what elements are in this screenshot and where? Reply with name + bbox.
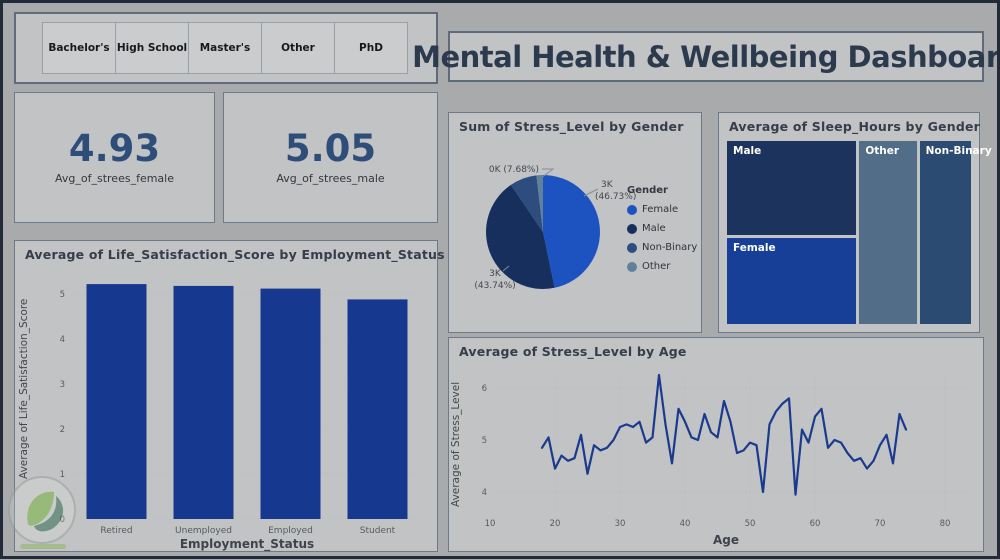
svg-text:(43.74%): (43.74%) xyxy=(474,281,515,291)
svg-text:4: 4 xyxy=(482,488,487,498)
svg-text:(46.73%): (46.73%) xyxy=(595,192,636,202)
line-chart-title: Average of Stress_Level by Age xyxy=(459,344,687,359)
stress-by-age-line[interactable] xyxy=(540,373,908,496)
svg-text:6: 6 xyxy=(482,384,487,394)
kpi-label-female: Avg_of_strees_female xyxy=(55,171,174,185)
svg-text:3: 3 xyxy=(60,380,65,390)
bar-chart-svg: 0 1 2 3 4 5 Retired Unemployed Employed Student Em… xyxy=(60,284,421,552)
pie-legend-title: Gender xyxy=(627,185,668,196)
svg-text:4: 4 xyxy=(60,335,65,345)
pie-chart-title: Sum of Stress_Level by Gender xyxy=(459,119,684,134)
legend-dot-other xyxy=(627,261,637,272)
kpi-card-female: 4.93 Avg_of_strees_female xyxy=(14,92,215,223)
svg-text:Employment_Status: Employment_Status xyxy=(180,537,314,552)
pie-slice-non-binary[interactable] xyxy=(510,175,543,232)
legend-item-non-binary[interactable]: Non-Binary xyxy=(627,242,697,253)
education-filter: Bachelor's High School Master's Other PhD xyxy=(42,22,408,74)
svg-text:60: 60 xyxy=(810,519,821,529)
legend-dot-male xyxy=(627,223,637,234)
kpi-value-female: 4.93 xyxy=(68,127,161,171)
svg-text:0K (7.68%): 0K (7.68%) xyxy=(489,165,539,175)
bar-chart-panel: Average of Life_Satisfaction_Score by Em… xyxy=(14,240,445,552)
svg-text:40: 40 xyxy=(680,519,691,529)
filter-button-phd[interactable]: PhD xyxy=(335,22,408,74)
line-chart-panel: Average of Stress_Level by Age Average o… xyxy=(448,337,984,552)
pie-legend: Gender Female Male Non-Binary Other xyxy=(627,185,697,272)
svg-text:2: 2 xyxy=(60,425,65,435)
treemap-tile-male[interactable]: Male xyxy=(727,141,857,235)
svg-text:Age: Age xyxy=(713,533,739,547)
svg-text:0: 0 xyxy=(60,515,65,525)
svg-text:5: 5 xyxy=(482,436,487,446)
line-chart-svg: 10 20 30 40 50 60 70 80 4 5 6 Age xyxy=(482,373,973,547)
treemap: Male Female Other Non-Binary xyxy=(727,141,992,324)
education-filter-panel: Bachelor's High School Master's Other PhD xyxy=(14,12,438,84)
legend-dot-non-binary xyxy=(627,242,637,253)
svg-text:Student: Student xyxy=(360,526,396,536)
pie-chart-panel: Sum of Stress_Level by Gender 3K (46.73%)… xyxy=(448,112,702,333)
legend-item-other[interactable]: Other xyxy=(627,261,697,272)
treemap-title: Average of Sleep_Hours by Gender xyxy=(729,119,981,134)
svg-text:5: 5 xyxy=(60,290,65,300)
pie-slice-male[interactable] xyxy=(486,184,555,289)
svg-text:Retired: Retired xyxy=(100,526,132,536)
bar-unemployed[interactable] xyxy=(173,285,234,519)
treemap-panel: Average of Sleep_Hours by Gender Male Fe… xyxy=(718,112,992,333)
filter-button-high-school[interactable]: High School xyxy=(116,22,189,74)
svg-text:20: 20 xyxy=(550,519,561,529)
treemap-tile-other[interactable]: Other xyxy=(859,141,917,324)
kpi-card-male: 5.05 Avg_of_strees_male xyxy=(223,92,438,223)
kpi-label-male: Avg_of_strees_male xyxy=(276,171,385,185)
filter-button-master-s[interactable]: Master's xyxy=(189,22,262,74)
treemap-tile-non-binary[interactable]: Non-Binary xyxy=(919,141,992,324)
svg-text:Employed: Employed xyxy=(268,526,313,536)
svg-text:70: 70 xyxy=(875,519,886,529)
pie-legend-items: Female Male Non-Binary Other xyxy=(627,204,697,272)
bar-employed[interactable] xyxy=(260,288,321,519)
svg-text:50: 50 xyxy=(745,519,756,529)
kpi-value-male: 5.05 xyxy=(284,127,377,171)
svg-text:80: 80 xyxy=(940,519,951,529)
pie-chart-svg: 3K (46.73%) 3K (43.74%) 0K (7.68%) xyxy=(474,165,636,291)
bar-chart-title: Average of Life_Satisfaction_Score by Em… xyxy=(25,247,445,262)
filter-button-other[interactable]: Other xyxy=(262,22,335,74)
filter-button-bachelor-s[interactable]: Bachelor's xyxy=(42,22,116,74)
svg-text:3K: 3K xyxy=(489,269,502,279)
dashboard-title-panel: Mental Health & Wellbeing Dashboard xyxy=(412,31,1000,82)
legend-item-female[interactable]: Female xyxy=(627,204,697,215)
svg-text:3K: 3K xyxy=(601,180,614,190)
svg-text:Unemployed: Unemployed xyxy=(175,526,232,536)
svg-text:30: 30 xyxy=(615,519,626,529)
svg-text:1: 1 xyxy=(60,470,65,480)
legend-dot-female xyxy=(627,204,637,215)
legend-item-male[interactable]: Male xyxy=(627,223,697,234)
treemap-column-left: Male Female xyxy=(727,141,857,324)
pie-slice-female[interactable] xyxy=(543,175,600,288)
bar-retired[interactable] xyxy=(86,284,147,519)
pie-slice-other[interactable] xyxy=(536,175,543,232)
bar-student[interactable] xyxy=(347,299,408,519)
svg-text:10: 10 xyxy=(485,519,496,529)
page-title: Mental Health & Wellbeing Dashboard xyxy=(412,39,1000,74)
treemap-tile-female[interactable]: Female xyxy=(727,237,857,324)
